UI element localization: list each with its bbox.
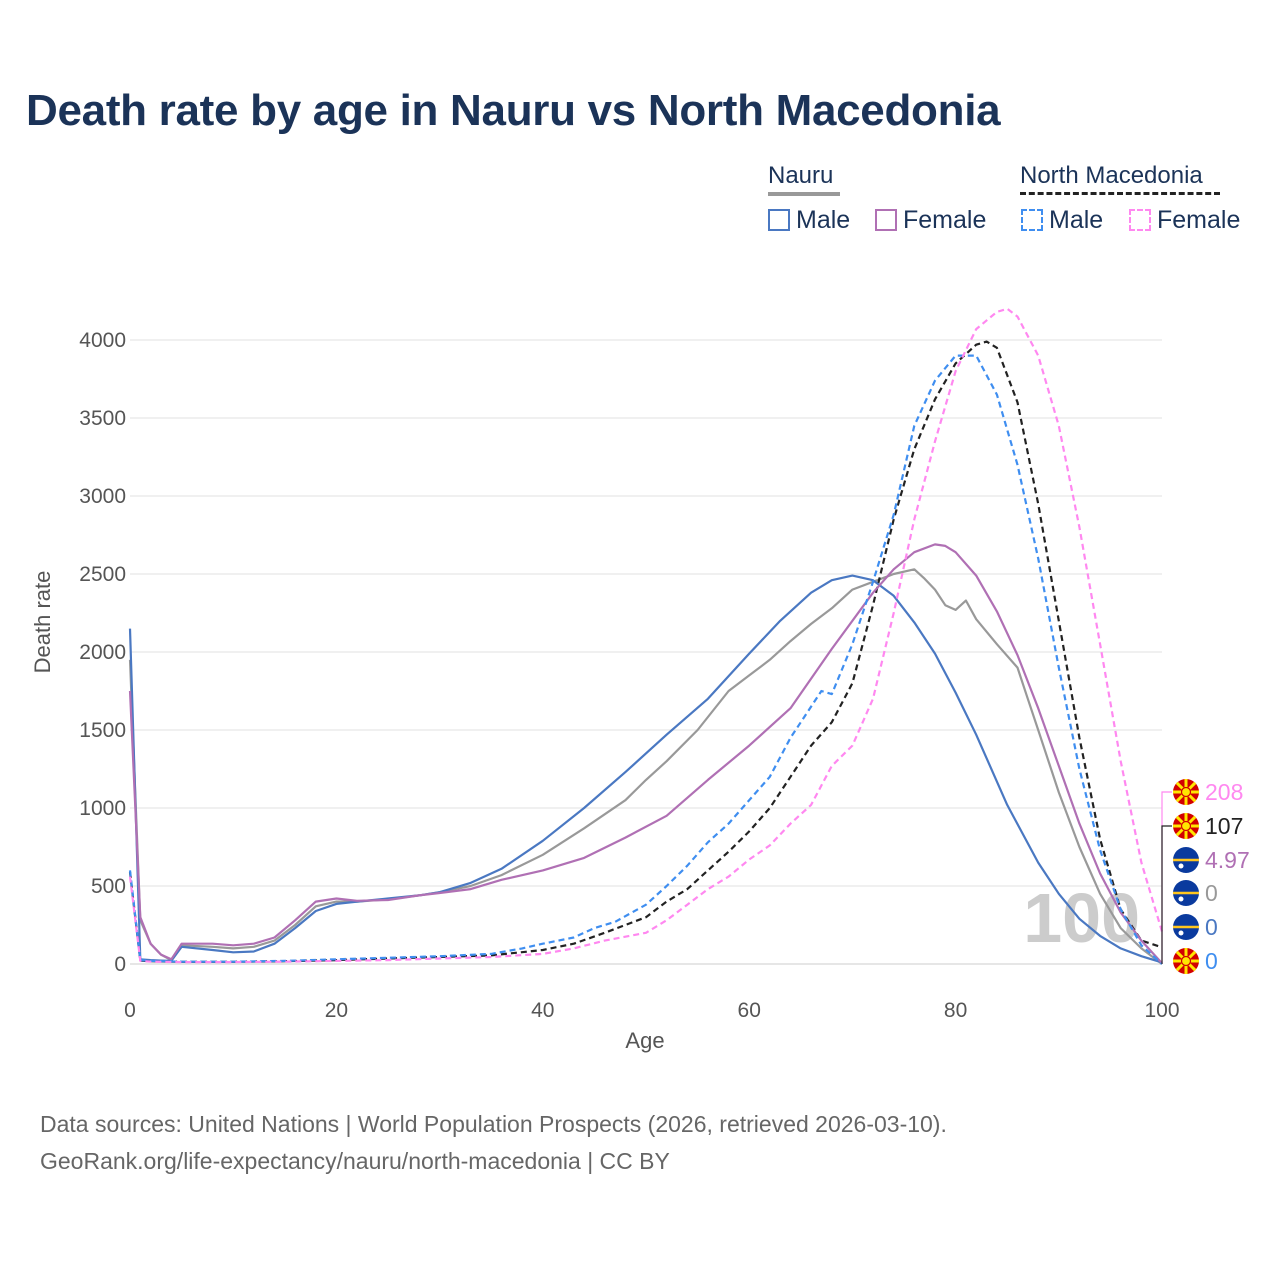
y-tick-label: 1500 [79, 719, 126, 742]
north-macedonia-flag-icon [1173, 813, 1199, 839]
x-tick-label: 20 [325, 999, 348, 1022]
end-labels: 208 107 4.97 0 0 0 [1161, 779, 1250, 974]
legend-group-nauru: Nauru [768, 162, 834, 189]
grid [130, 339, 1162, 965]
nauru-flag-icon [1173, 914, 1199, 940]
source-note: Data sources: United Nations | World Pop… [40, 1106, 947, 1180]
end-label-value: 4.97 [1205, 847, 1250, 873]
x-tick-label: 0 [124, 999, 136, 1022]
x-tick-label: 60 [738, 999, 761, 1022]
y-tick-label: 500 [91, 875, 126, 898]
north-macedonia-flag-icon [1173, 779, 1199, 805]
x-axis-title: Age [625, 1028, 664, 1053]
nauru-flag-icon [1173, 880, 1199, 906]
y-tick-label: 3500 [79, 407, 126, 430]
source-line-1: Data sources: United Nations | World Pop… [40, 1111, 947, 1137]
legend-group-north-macedonia: North Macedonia [1020, 162, 1203, 189]
chart-title: Death rate by age in Nauru vs North Mace… [26, 86, 1001, 135]
x-tick-label: 100 [1144, 999, 1179, 1022]
legend-item-north-macedonia-male[interactable]: Male [1021, 205, 1103, 235]
legend-label: Male [1049, 205, 1104, 234]
x-tick-label: 80 [944, 999, 967, 1022]
legend-group-nauru-line [768, 192, 840, 196]
end-label-value: 0 [1205, 948, 1218, 974]
y-tick-label: 2500 [79, 563, 126, 586]
series-group [128, 307, 1164, 965]
legend-swatch [875, 209, 897, 231]
y-tick-label: 1000 [79, 797, 126, 820]
end-label-value: 0 [1205, 914, 1218, 940]
legend-swatch [1129, 209, 1151, 231]
year-watermark: 100 [1023, 879, 1140, 957]
series-line-north-macedonia-female[interactable] [128, 307, 1164, 964]
legend-label: Male [796, 205, 851, 234]
series-line-north-macedonia-male[interactable] [128, 354, 1163, 965]
series-line-nauru-male[interactable] [128, 574, 1163, 964]
y-axis-title: Death rate [30, 571, 55, 674]
y-tick-label: 2000 [79, 641, 126, 664]
north-macedonia-flag-icon [1173, 948, 1199, 974]
end-label-value: 208 [1205, 779, 1243, 805]
y-tick-label: 0 [114, 953, 126, 976]
legend-item-north-macedonia-female[interactable]: Female [1129, 205, 1240, 235]
x-tick-label: 40 [531, 999, 554, 1022]
end-label-value: 107 [1205, 813, 1243, 839]
y-tick-label: 3000 [79, 485, 126, 508]
series-line-nauru-combined-[interactable] [128, 568, 1163, 965]
end-label-connector [1161, 825, 1172, 964]
series-line-nauru-female[interactable] [128, 543, 1163, 964]
end-label-value: 0 [1205, 880, 1218, 906]
end-label-connector [1161, 791, 1172, 964]
ticks: 0 500 1000 1500 2000 2500 3000 3500 4000 0 20 40 60 8… [79, 329, 1179, 1022]
legend-item-nauru-male[interactable]: Male [768, 205, 850, 235]
source-line-2[interactable]: GeoRank.org/life-expectancy/nauru/north-… [40, 1148, 670, 1174]
y-tick-label: 4000 [79, 329, 126, 352]
legend-swatch [768, 209, 790, 231]
legend-item-nauru-female[interactable]: Female [875, 205, 986, 235]
legend-label: Female [1157, 205, 1241, 234]
legend-label: Female [903, 205, 987, 234]
nauru-flag-icon [1173, 847, 1199, 873]
legend-swatch [1021, 209, 1043, 231]
legend-group-north-macedonia-line [1020, 192, 1220, 195]
